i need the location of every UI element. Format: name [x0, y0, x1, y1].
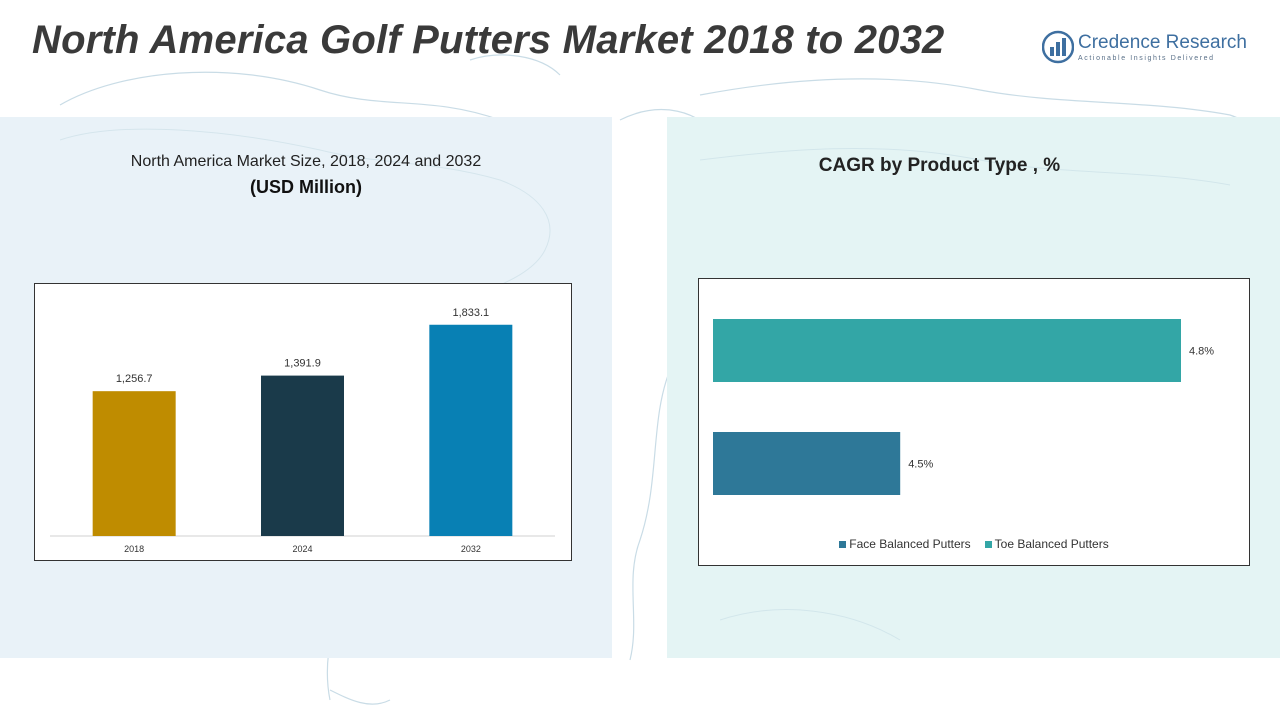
tick-label-2024: 2024 [292, 544, 312, 554]
data-label-toe-balanced-putters: 4.8% [1189, 346, 1214, 358]
bar-2018 [92, 391, 176, 536]
market-size-chart-canvas: 1,256.7 2018 1,391.9 2024 1,833.1 2032 [50, 307, 555, 554]
bar-2032 [429, 324, 513, 536]
data-label-2018: 1,256.7 [116, 373, 153, 385]
brand-tagline: Actionable Insights Delivered [1078, 55, 1215, 62]
cagr-bar-chart: 4.8% 4.5% Face Balanced Putters Toe Balanc… [698, 278, 1250, 566]
legend-label: Toe Balanced Putters [994, 537, 1109, 551]
page-title: North America Golf Putters Market 2018 t… [32, 18, 945, 62]
legend-item-face-balanced-putters: Face Balanced Putters [839, 537, 971, 551]
bar-chart-logo-icon [1042, 30, 1074, 64]
bar-toe-balanced-putters [713, 319, 1181, 382]
data-label-2032: 1,833.1 [452, 307, 489, 319]
legend-label: Face Balanced Putters [849, 537, 971, 551]
market-size-chart-subtitle: (USD Million) [250, 177, 362, 197]
bar-face-balanced-putters [713, 432, 901, 495]
legend-swatch [839, 540, 847, 548]
tick-label-2018: 2018 [124, 544, 144, 554]
brand-logo: Credence Research Actionable Insights De… [1042, 30, 1262, 70]
data-label-2024: 1,391.9 [284, 358, 321, 370]
bar-2024 [261, 375, 344, 536]
legend-item-toe-balanced-putters: Toe Balanced Putters [984, 537, 1109, 551]
market-size-chart-title: North America Market Size, 2018, 2024 an… [130, 153, 482, 170]
tick-label-2032: 2032 [461, 544, 481, 554]
legend-swatch [984, 540, 992, 548]
cagr-chart-legend: Face Balanced Putters Toe Balanced Putter… [699, 537, 1249, 551]
market-size-bar-chart: 1,256.7 2018 1,391.9 2024 1,833.1 2032 [34, 283, 572, 561]
brand-name: Credence Research [1078, 32, 1247, 53]
cagr-chart-canvas: 4.8% 4.5% [713, 319, 1214, 495]
cagr-chart-title: CAGR by Product Type , % [818, 155, 1061, 176]
data-label-face-balanced-putters: 4.5% [908, 459, 933, 471]
